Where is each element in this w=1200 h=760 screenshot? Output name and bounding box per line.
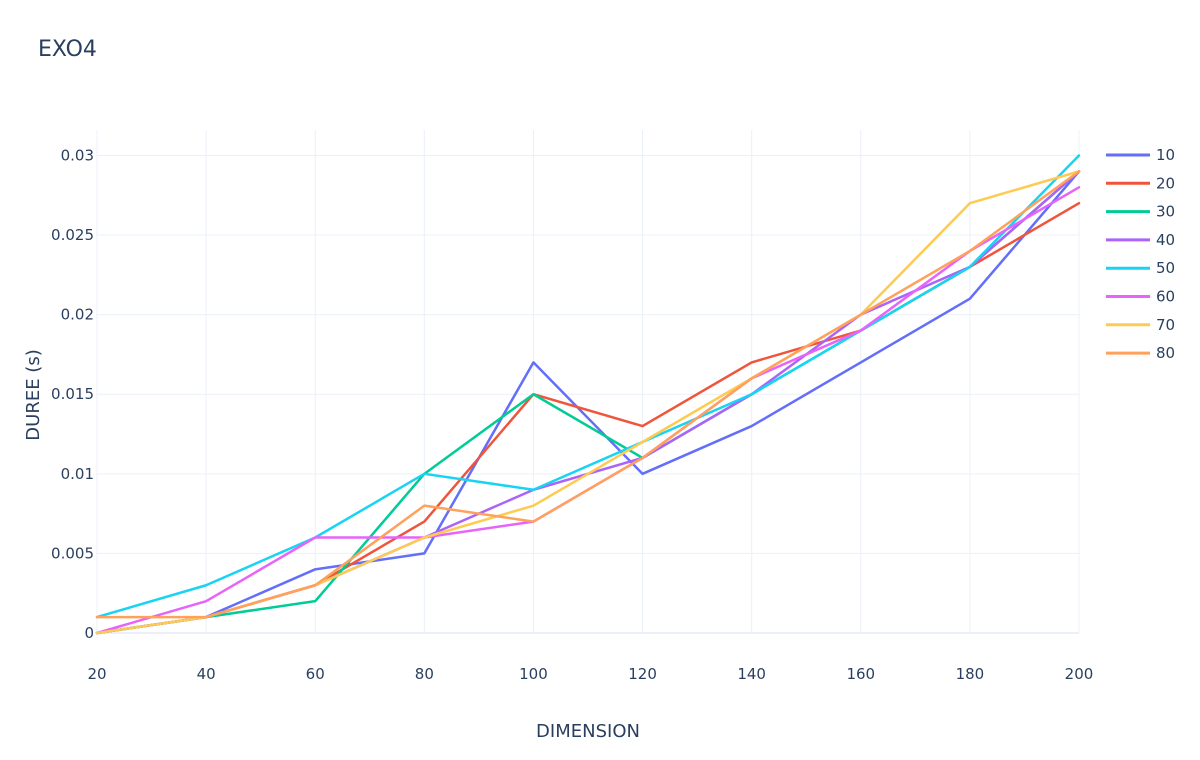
x-tick-label: 100: [519, 665, 548, 683]
y-tick-label: 0.005: [51, 544, 94, 562]
legend-label: 80: [1156, 344, 1175, 362]
legend-label: 10: [1156, 146, 1175, 164]
x-tick-label: 160: [846, 665, 875, 683]
y-tick-label: 0.015: [51, 385, 94, 403]
legend-label: 20: [1156, 174, 1175, 192]
legend-item-20[interactable]: 20: [1106, 174, 1175, 192]
legend-item-50[interactable]: 50: [1106, 259, 1175, 277]
legend-label: 50: [1156, 259, 1175, 277]
x-tick-label: 80: [415, 665, 434, 683]
series-line-10[interactable]: [95, 170, 1081, 635]
y-tick-label: 0.03: [61, 146, 94, 164]
y-axis-title: DUREE (s): [23, 349, 44, 440]
series-lines: [95, 154, 1081, 635]
x-axis-title: DIMENSION: [536, 721, 640, 742]
legend-item-40[interactable]: 40: [1106, 231, 1175, 249]
legend-label: 70: [1156, 316, 1175, 334]
legend-item-30[interactable]: 30: [1106, 203, 1175, 221]
legend-item-10[interactable]: 10: [1106, 146, 1175, 164]
y-axis-ticks: 0 0.005 0.01 0.015 0.02 0.025 0.03: [51, 146, 94, 642]
legend-item-80[interactable]: 80: [1106, 344, 1175, 362]
x-tick-label: 20: [87, 665, 106, 683]
y-tick-label: 0.01: [61, 465, 94, 483]
legend[interactable]: 10 20 30 40 50 60 70 80: [1106, 146, 1175, 362]
legend-label: 40: [1156, 231, 1175, 249]
series-line-80[interactable]: [95, 170, 1081, 619]
x-tick-label: 180: [956, 665, 985, 683]
chart-title: EXO4: [38, 37, 97, 62]
x-tick-label: 40: [197, 665, 216, 683]
x-tick-label: 200: [1065, 665, 1094, 683]
legend-label: 60: [1156, 288, 1175, 306]
y-tick-label: 0.02: [61, 306, 94, 324]
grid-lines: [96, 130, 1080, 634]
legend-label: 30: [1156, 203, 1175, 221]
x-tick-label: 140: [737, 665, 766, 683]
legend-item-60[interactable]: 60: [1106, 288, 1175, 306]
x-tick-label: 60: [306, 665, 325, 683]
series-line-70[interactable]: [95, 170, 1081, 635]
series-line-50[interactable]: [95, 154, 1081, 619]
y-tick-label: 0: [84, 624, 94, 642]
legend-item-70[interactable]: 70: [1106, 316, 1175, 334]
y-tick-label: 0.025: [51, 226, 94, 244]
x-axis-ticks: 20 40 60 80 100 120 140 160 180 200: [87, 665, 1093, 683]
x-tick-label: 120: [628, 665, 657, 683]
